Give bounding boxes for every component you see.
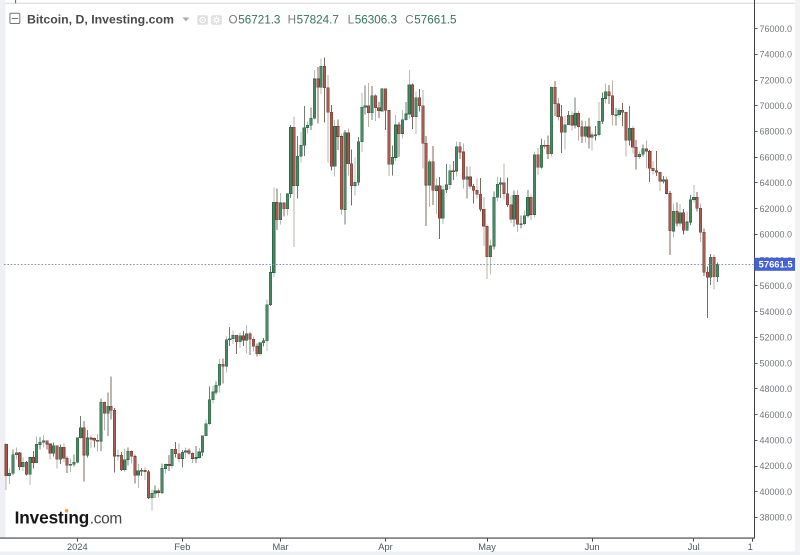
svg-text:70000.0: 70000.0 — [760, 101, 793, 111]
svg-text:46000.0: 46000.0 — [760, 410, 793, 420]
svg-text:52000.0: 52000.0 — [760, 333, 793, 343]
svg-text:Bitcoin, D, Investing.com: Bitcoin, D, Investing.com — [27, 13, 174, 27]
svg-text:Feb: Feb — [174, 542, 190, 552]
svg-text:64000.0: 64000.0 — [760, 178, 793, 188]
svg-text:O56721.3: O56721.3 — [229, 14, 281, 27]
svg-text:38000.0: 38000.0 — [760, 513, 793, 523]
svg-text:76000.0: 76000.0 — [760, 24, 793, 34]
svg-text:60000.0: 60000.0 — [760, 230, 793, 240]
svg-text:Jun: Jun — [585, 542, 600, 552]
svg-text:44000.0: 44000.0 — [760, 436, 793, 446]
svg-text:.com: .com — [90, 511, 122, 528]
svg-text:1: 1 — [748, 542, 753, 552]
svg-text:C57661.5: C57661.5 — [405, 14, 457, 27]
svg-text:H57824.7: H57824.7 — [288, 14, 339, 27]
svg-text:L56306.3: L56306.3 — [348, 14, 397, 27]
svg-text:42000.0: 42000.0 — [760, 461, 793, 471]
svg-text:72000.0: 72000.0 — [760, 75, 793, 85]
svg-text:50000.0: 50000.0 — [760, 358, 793, 368]
svg-text:40000.0: 40000.0 — [760, 487, 793, 497]
svg-text:Jul: Jul — [688, 542, 700, 552]
svg-text:Investıng: Investıng — [15, 508, 90, 528]
svg-text:62000.0: 62000.0 — [760, 204, 793, 214]
svg-text:May: May — [478, 542, 496, 552]
svg-text:54000.0: 54000.0 — [760, 307, 793, 317]
svg-text:68000.0: 68000.0 — [760, 127, 793, 137]
svg-text:57661.5: 57661.5 — [759, 259, 793, 270]
svg-text:Apr: Apr — [378, 542, 392, 552]
svg-text:48000.0: 48000.0 — [760, 384, 793, 394]
svg-text:74000.0: 74000.0 — [760, 50, 793, 60]
svg-text:2024: 2024 — [67, 542, 88, 552]
svg-text:66000.0: 66000.0 — [760, 152, 793, 162]
svg-text:Mar: Mar — [272, 542, 288, 552]
svg-text:56000.0: 56000.0 — [760, 281, 793, 291]
